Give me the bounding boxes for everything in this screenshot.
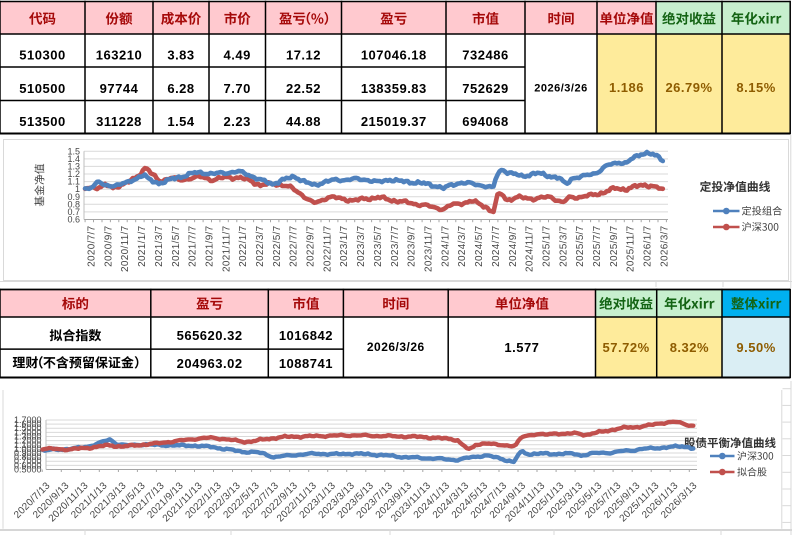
svg-text:2024/3/7: 2024/3/7 <box>457 225 468 266</box>
svg-text:204963.02: 204963.02 <box>177 356 243 371</box>
svg-text:2022/5/7: 2022/5/7 <box>272 225 283 266</box>
svg-text:1.577: 1.577 <box>504 340 539 355</box>
svg-text:22.52: 22.52 <box>286 81 321 96</box>
svg-text:1.5000: 1.5000 <box>14 423 42 433</box>
svg-text:1.54: 1.54 <box>167 114 195 129</box>
svg-text:752629: 752629 <box>462 81 508 96</box>
svg-text:8.15%: 8.15% <box>736 80 775 95</box>
svg-text:1.3000: 1.3000 <box>14 432 42 442</box>
svg-text:163210: 163210 <box>96 47 142 62</box>
svg-text:1.1000: 1.1000 <box>14 440 42 450</box>
svg-text:510300: 510300 <box>19 47 65 62</box>
svg-text:0.9: 0.9 <box>67 192 80 202</box>
svg-text:2025/3/7: 2025/3/7 <box>558 225 569 266</box>
svg-text:1.1: 1.1 <box>67 177 80 187</box>
svg-text:1.2000: 1.2000 <box>14 436 42 446</box>
svg-text:2025/5/7: 2025/5/7 <box>575 225 586 266</box>
svg-text:2023/1/7: 2023/1/7 <box>339 225 350 266</box>
svg-text:2026/3/26: 2026/3/26 <box>534 82 587 94</box>
svg-text:4.49: 4.49 <box>224 47 251 62</box>
svg-text:2020/11/7: 2020/11/7 <box>120 225 131 272</box>
svg-text:97744: 97744 <box>100 81 139 96</box>
svg-text:1.5: 1.5 <box>67 146 80 156</box>
svg-text:57.72%: 57.72% <box>603 340 650 355</box>
svg-text:2024/5/7: 2024/5/7 <box>474 225 485 266</box>
svg-text:215019.37: 215019.37 <box>361 114 427 129</box>
svg-text:0.6: 0.6 <box>67 215 80 225</box>
svg-text:2021/9/7: 2021/9/7 <box>205 225 216 266</box>
svg-text:2021/7/7: 2021/7/7 <box>188 225 199 266</box>
svg-text:2021/5/7: 2021/5/7 <box>171 225 182 266</box>
svg-text:2025/7/7: 2025/7/7 <box>592 225 603 266</box>
svg-text:138359.83: 138359.83 <box>361 81 427 96</box>
svg-text:7.70: 7.70 <box>224 81 251 96</box>
svg-text:1016842: 1016842 <box>279 328 333 343</box>
svg-text:8.32%: 8.32% <box>670 340 709 355</box>
svg-text:2025/9/7: 2025/9/7 <box>609 225 620 266</box>
svg-text:3.83: 3.83 <box>167 47 194 62</box>
svg-text:2023/9/7: 2023/9/7 <box>407 225 418 266</box>
svg-text:2020/9/7: 2020/9/7 <box>103 225 114 266</box>
svg-text:0.8: 0.8 <box>67 199 80 209</box>
svg-text:2023/7/7: 2023/7/7 <box>390 225 401 266</box>
svg-text:2.23: 2.23 <box>224 114 251 129</box>
svg-text:26.79%: 26.79% <box>665 80 712 95</box>
svg-text:0.6000: 0.6000 <box>14 460 42 470</box>
svg-text:2020/7/7: 2020/7/7 <box>87 225 98 266</box>
svg-text:1088741: 1088741 <box>279 356 333 371</box>
svg-text:1.4: 1.4 <box>67 154 80 164</box>
svg-text:2026/3/7: 2026/3/7 <box>659 225 670 266</box>
svg-text:1.3: 1.3 <box>67 161 80 171</box>
svg-text:6.28: 6.28 <box>167 81 194 96</box>
svg-text:0.7: 0.7 <box>67 207 80 217</box>
svg-text:2025/11/7: 2025/11/7 <box>626 225 637 272</box>
svg-text:2022/9/7: 2022/9/7 <box>306 225 317 266</box>
svg-text:2024/7/7: 2024/7/7 <box>491 225 502 266</box>
svg-text:2023/3/7: 2023/3/7 <box>356 225 367 266</box>
svg-text:2022/11/7: 2022/11/7 <box>322 225 333 272</box>
svg-text:2022/1/7: 2022/1/7 <box>238 225 249 266</box>
svg-text:510500: 510500 <box>19 81 65 96</box>
svg-text:1.7000: 1.7000 <box>14 415 42 425</box>
svg-text:1.2: 1.2 <box>67 169 80 179</box>
svg-text:2025/1/7: 2025/1/7 <box>542 225 553 266</box>
svg-text:0.7000: 0.7000 <box>14 456 42 466</box>
svg-text:2024/11/7: 2024/11/7 <box>525 225 536 272</box>
svg-text:17.12: 17.12 <box>286 47 321 62</box>
svg-text:2021/3/7: 2021/3/7 <box>154 225 165 266</box>
svg-text:2023/11/7: 2023/11/7 <box>424 225 435 272</box>
svg-text:2021/11/7: 2021/11/7 <box>221 225 232 272</box>
svg-text:0.8000: 0.8000 <box>14 452 42 462</box>
svg-text:2026/1/7: 2026/1/7 <box>643 225 654 266</box>
svg-text:2024/1/7: 2024/1/7 <box>440 225 451 266</box>
svg-text:1.4000: 1.4000 <box>14 427 42 437</box>
svg-text:0.9000: 0.9000 <box>14 448 42 458</box>
svg-text:2022/7/7: 2022/7/7 <box>289 225 300 266</box>
svg-text:2026/3/26: 2026/3/26 <box>367 340 425 354</box>
svg-text:732486: 732486 <box>462 47 508 62</box>
svg-text:0.5000: 0.5000 <box>14 465 42 475</box>
svg-text:1.0000: 1.0000 <box>14 444 42 454</box>
svg-text:2021/1/7: 2021/1/7 <box>137 225 148 266</box>
svg-text:311228: 311228 <box>96 114 142 129</box>
svg-text:2023/5/7: 2023/5/7 <box>373 225 384 266</box>
svg-text:1.6000: 1.6000 <box>14 419 42 429</box>
svg-text:1: 1 <box>75 184 80 194</box>
svg-text:107046.18: 107046.18 <box>361 47 427 62</box>
svg-text:1.186: 1.186 <box>609 80 644 95</box>
svg-text:9.50%: 9.50% <box>736 340 775 355</box>
svg-text:565620.32: 565620.32 <box>177 328 243 343</box>
svg-text:2022/3/7: 2022/3/7 <box>255 225 266 266</box>
svg-text:694068: 694068 <box>462 114 508 129</box>
svg-text:2024/9/7: 2024/9/7 <box>508 225 519 266</box>
svg-text:513500: 513500 <box>19 114 65 129</box>
svg-text:44.88: 44.88 <box>286 114 321 129</box>
